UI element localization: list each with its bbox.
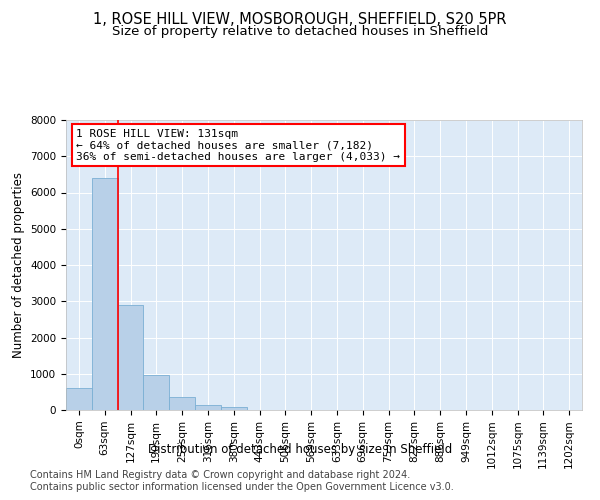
Text: Distribution of detached houses by size in Sheffield: Distribution of detached houses by size … (148, 442, 452, 456)
Y-axis label: Number of detached properties: Number of detached properties (11, 172, 25, 358)
Bar (221, 408, 247, 410)
Text: Size of property relative to detached houses in Sheffield: Size of property relative to detached ho… (112, 25, 488, 38)
Bar (92, 178, 118, 410)
Bar (195, 406, 221, 410)
Text: 1, ROSE HILL VIEW, MOSBOROUGH, SHEFFIELD, S20 5PR: 1, ROSE HILL VIEW, MOSBOROUGH, SHEFFIELD… (93, 12, 507, 28)
Bar (143, 375, 169, 410)
Text: 1 ROSE HILL VIEW: 131sqm
← 64% of detached houses are smaller (7,182)
36% of sem: 1 ROSE HILL VIEW: 131sqm ← 64% of detach… (76, 128, 400, 162)
Bar (169, 397, 195, 410)
Text: Contains public sector information licensed under the Open Government Licence v3: Contains public sector information licen… (30, 482, 454, 492)
Bar (118, 305, 143, 410)
Text: Contains HM Land Registry data © Crown copyright and database right 2024.: Contains HM Land Registry data © Crown c… (30, 470, 410, 480)
Bar (66, 388, 92, 410)
